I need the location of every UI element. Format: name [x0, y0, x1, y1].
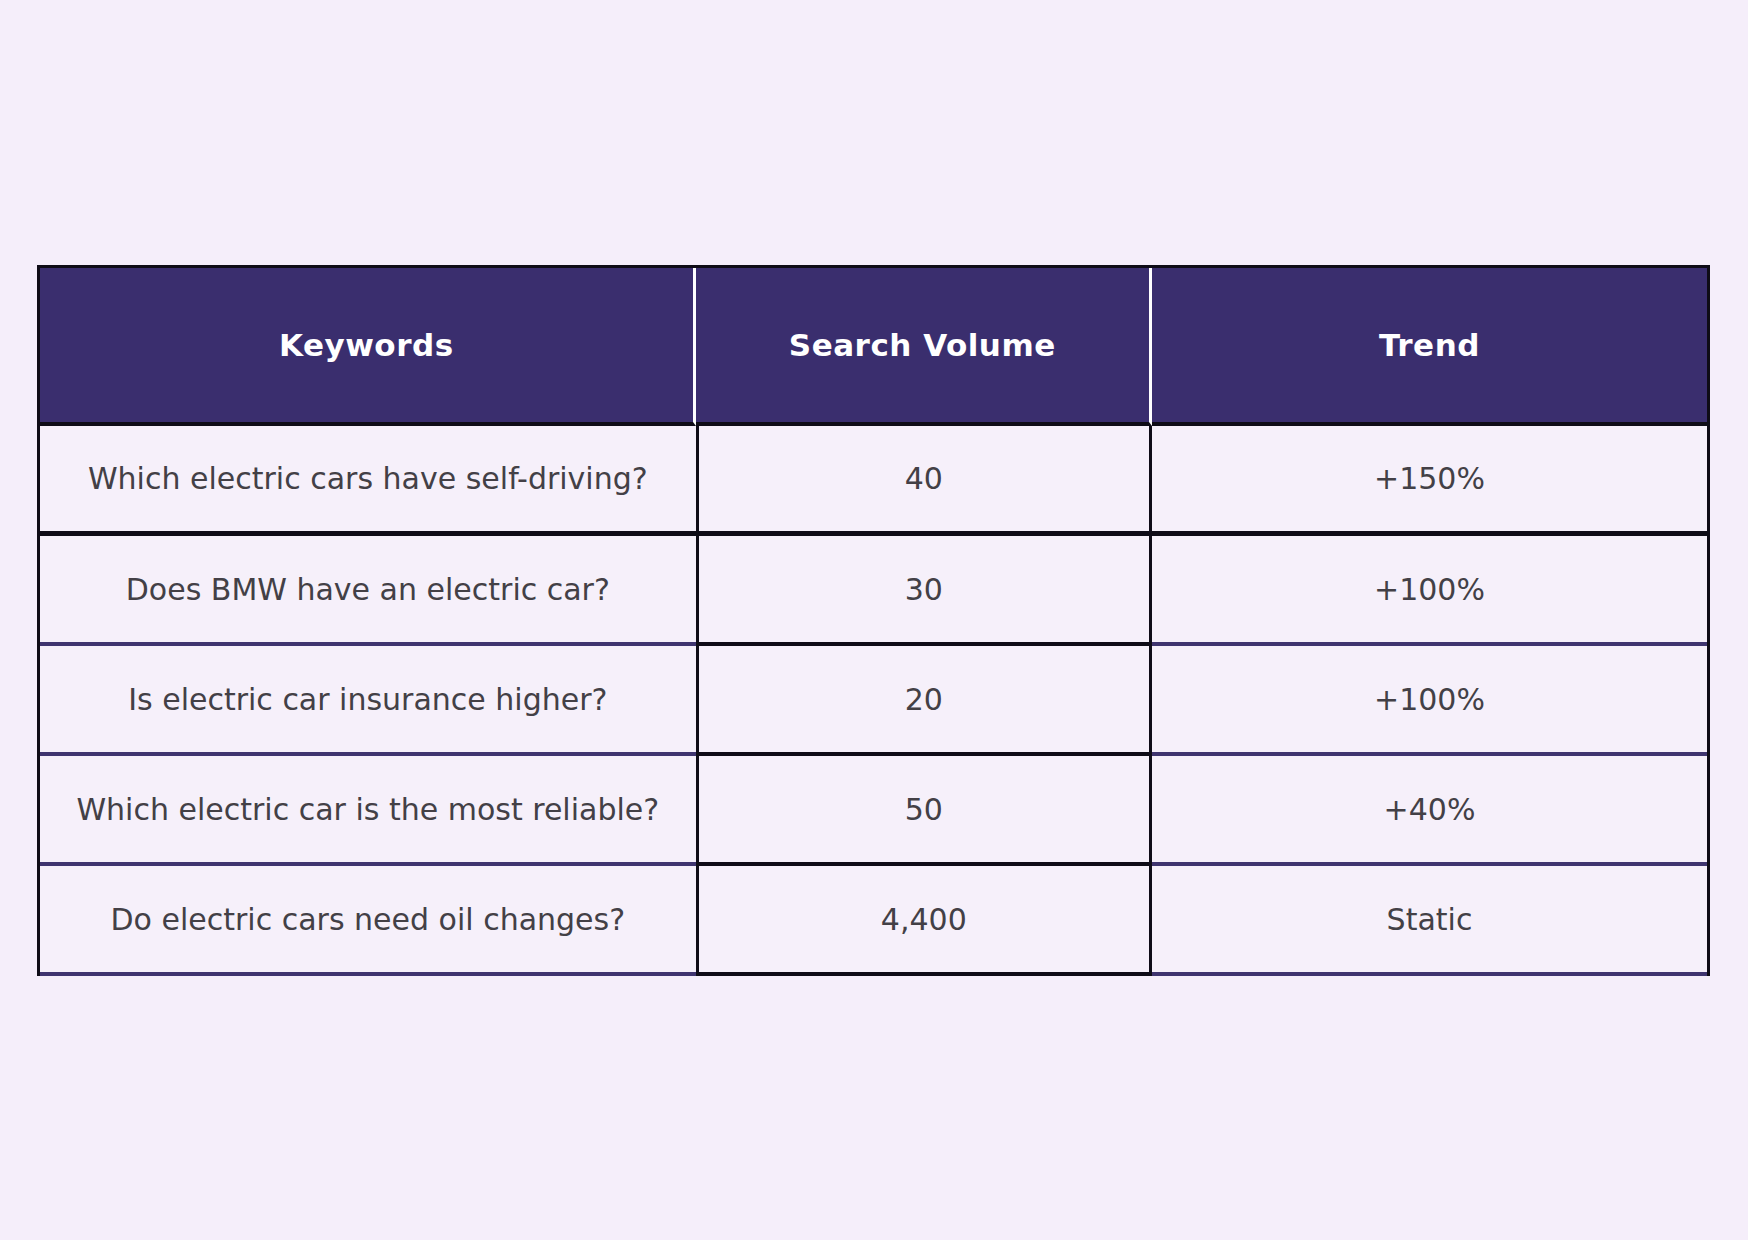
trend-cell: +100%	[1152, 536, 1707, 646]
header-cell-trend: Trend	[1152, 268, 1707, 426]
trend-cell: Static	[1152, 866, 1707, 976]
header-cell-keywords: Keywords	[40, 268, 696, 426]
search-volume-cell: 20	[696, 646, 1152, 756]
trend-cell: +100%	[1152, 646, 1707, 756]
keyword-cell: Which electric car is the most reliable?	[40, 756, 696, 866]
search-volume-cell: 50	[696, 756, 1152, 866]
search-volume-cell: 4,400	[696, 866, 1152, 976]
trend-cell: +150%	[1152, 426, 1707, 536]
trend-cell: +40%	[1152, 756, 1707, 866]
keyword-cell: Which electric cars have self-driving?	[40, 426, 696, 536]
search-volume-cell: 40	[696, 426, 1152, 536]
keyword-research-table: Keywords Search Volume Trend Which elect…	[37, 265, 1710, 976]
keyword-cell: Is electric car insurance higher?	[40, 646, 696, 756]
keyword-cell: Does BMW have an electric car?	[40, 536, 696, 646]
header-cell-search-volume: Search Volume	[696, 268, 1152, 426]
keyword-cell: Do electric cars need oil changes?	[40, 866, 696, 976]
search-volume-cell: 30	[696, 536, 1152, 646]
